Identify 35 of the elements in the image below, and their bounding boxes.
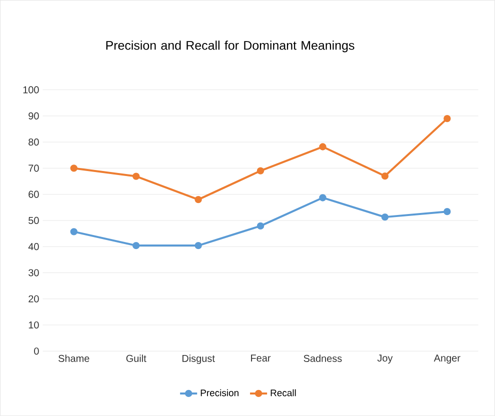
x-tick-label: Anger [434, 354, 460, 364]
y-tick-label: 70 [28, 164, 39, 172]
legend-label: Precision [200, 389, 238, 396]
point [381, 214, 389, 221]
y-tick-label: 40 [28, 243, 39, 250]
y-tick-label: 30 [28, 269, 39, 276]
point [256, 167, 264, 174]
point [194, 196, 202, 204]
y-tick-label: 100 [23, 86, 39, 94]
x-tick-label: Disgust [182, 354, 215, 364]
point [381, 172, 389, 180]
point [444, 208, 451, 216]
point [319, 194, 326, 202]
y-tick-label: 60 [28, 190, 39, 198]
y-tick-label: 20 [28, 295, 39, 302]
x-tick-label: Fear [251, 354, 271, 362]
x-tick-label: Joy [377, 354, 393, 364]
y-tick-label: 0 [34, 348, 39, 355]
point [194, 242, 202, 250]
point [132, 242, 140, 250]
y-tick-label: 50 [28, 216, 39, 224]
point [444, 115, 451, 122]
point [70, 164, 78, 172]
point [256, 222, 264, 230]
x-tick-label: Guilt [126, 354, 146, 362]
chart-title: Precision and Recall for Dominant Meanings [106, 40, 354, 52]
y-tick-label: 80 [28, 138, 39, 146]
y-tick-label: 10 [28, 322, 39, 329]
legend-label: Recall [270, 389, 296, 396]
point [132, 172, 140, 180]
y-tick-label: 90 [28, 112, 39, 120]
x-tick-label: Sadness [304, 354, 342, 362]
x-tick-label: Shame [58, 354, 90, 362]
point [70, 228, 78, 236]
point [319, 143, 326, 150]
